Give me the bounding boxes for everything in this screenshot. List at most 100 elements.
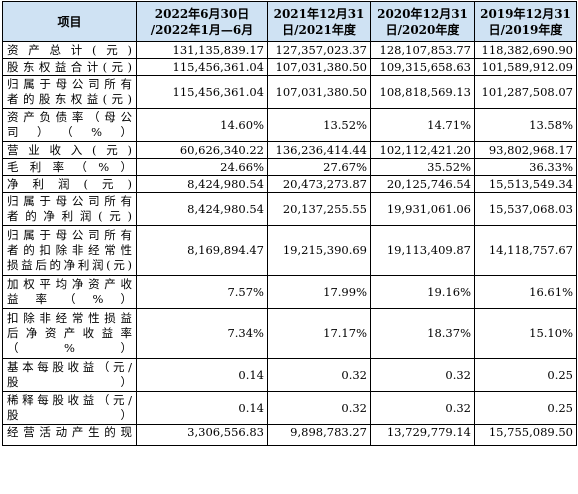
row-label-line: 归属于母公司所有 — [7, 228, 132, 242]
table-body: 资产总计(元) 131,135,839.17 127,357,023.37 128,1… — [2, 41, 577, 446]
row-label: 毛利率（%） — [2, 158, 137, 176]
value-cell: 18.37% — [370, 308, 475, 359]
value-cell: 14.71% — [370, 108, 475, 142]
row-label: 扣除非经常性损益 后净资产收益率 （%） — [2, 308, 137, 359]
table-row: 扣除非经常性损益 后净资产收益率 （%） 7.34% 17.17% 18.37% 15.10… — [2, 308, 577, 359]
row-label-line: 股） — [7, 408, 132, 422]
value-cell: 17.17% — [267, 308, 371, 359]
row-label: 净利润(元) — [2, 175, 137, 193]
value-cell: 60,626,340.22 — [136, 141, 268, 159]
row-label: 经营活动产生的现 — [2, 424, 137, 446]
table-row: 归属于母公司所有 者的净利润(元) 8,424,980.54 20,137,255.5… — [2, 192, 577, 226]
table-row: 毛利率（%） 24.66% 27.67% 35.52% 36.33% — [2, 158, 577, 176]
header-item-text: 项目 — [57, 14, 82, 29]
value-cell: 8,424,980.54 — [136, 192, 268, 226]
row-label-line: 者的净利润(元) — [7, 209, 132, 223]
value-cell: 13,729,779.14 — [370, 424, 475, 446]
value-cell: 3,306,556.83 — [136, 424, 268, 446]
header-line: 2020年12月31 — [377, 6, 468, 21]
value-cell: 107,031,380.50 — [267, 75, 371, 109]
row-label: 归属于母公司所有 者的扣除非经常性 损益后的净利润(元) — [2, 225, 137, 276]
row-label-line: 损益后的净利润(元) — [7, 258, 132, 272]
header-line: 日/2021年度 — [282, 22, 356, 37]
header-item: 项目 — [2, 1, 137, 42]
value-cell: 0.32 — [267, 358, 371, 392]
row-label: 基本每股收益（元/股） — [2, 358, 137, 392]
header-row: 项目 2022年6月30日/2022年1月—6月 2021年12月31 日/202… — [2, 1, 577, 42]
header-period-2019: 2019年12月31 日/2019年度 — [474, 1, 577, 42]
row-label: 归属于母公司所有 者的净利润(元) — [2, 192, 137, 226]
header-period-2021: 2021年12月31 日/2021年度 — [267, 1, 371, 42]
value-cell: 35.52% — [370, 158, 475, 176]
table-row: 资产负债率（母公 司）（%） 14.60% 13.52% 14.71% 13.58% — [2, 108, 577, 142]
row-label-line: 基本每股收益（元/ — [7, 360, 132, 374]
value-cell: 115,456,361.04 — [136, 75, 268, 109]
value-cell: 101,287,508.07 — [474, 75, 577, 109]
row-label-line: 净利润(元) — [7, 176, 132, 191]
table-row: 股东权益合计(元) 115,456,361.04 107,031,380.50 109… — [2, 58, 577, 76]
row-label-line: 加权平均净资产收 — [7, 277, 132, 291]
value-cell: 36.33% — [474, 158, 577, 176]
value-cell: 0.32 — [370, 358, 475, 392]
value-cell: 7.34% — [136, 308, 268, 359]
row-label-line: 者的股东权益(元) — [7, 92, 132, 106]
value-cell: 115,456,361.04 — [136, 58, 268, 76]
value-cell: 13.52% — [267, 108, 371, 142]
table-row: 加权平均净资产收 益率（%） 7.57% 17.99% 19.16% 16.61% — [2, 275, 577, 309]
row-label-line: 稀释每股收益（元/ — [7, 393, 132, 407]
value-cell: 8,424,980.54 — [136, 175, 268, 193]
table-row: 经营活动产生的现 3,306,556.83 9,898,783.27 13,729,7… — [2, 424, 577, 446]
header-line: 2022年6月30日 — [154, 6, 250, 21]
row-label: 资产总计(元) — [2, 41, 137, 59]
table-row: 资产总计(元) 131,135,839.17 127,357,023.37 128,1… — [2, 41, 577, 59]
table-row: 归属于母公司所有 者的扣除非经常性 损益后的净利润(元) 8,169,894.47 19… — [2, 225, 577, 276]
value-cell: 127,357,023.37 — [267, 41, 371, 59]
value-cell: 15,537,068.03 — [474, 192, 577, 226]
value-cell: 15.10% — [474, 308, 577, 359]
row-label-line: 者的扣除非经常性 — [7, 243, 132, 257]
value-cell: 19,931,061.06 — [370, 192, 475, 226]
row-label-line: 毛利率（%） — [7, 159, 132, 174]
row-label: 归属于母公司所有 者的股东权益(元) — [2, 75, 137, 109]
value-cell: 0.32 — [267, 391, 371, 425]
row-label: 资产负债率（母公 司）（%） — [2, 108, 137, 142]
value-cell: 102,112,421.20 — [370, 141, 475, 159]
header-line: 2021年12月31 — [273, 6, 365, 21]
value-cell: 27.67% — [267, 158, 371, 176]
table-row: 基本每股收益（元/股） 0.14 0.32 0.32 0.25 — [2, 358, 577, 392]
value-cell: 14,118,757.67 — [474, 225, 577, 276]
header-line: 日/2019年度 — [488, 22, 563, 37]
value-cell: 0.14 — [136, 358, 268, 392]
value-cell: 128,107,853.77 — [370, 41, 475, 59]
value-cell: 20,137,255.55 — [267, 192, 371, 226]
row-label-line: 经营活动产生的现 — [7, 425, 132, 440]
row-label-line: 扣除非经常性损益 — [7, 311, 132, 325]
financial-data-table: 项目 2022年6月30日/2022年1月—6月 2021年12月31 日/202… — [2, 1, 577, 446]
value-cell: 20,125,746.54 — [370, 175, 475, 193]
row-label-line: 股） — [7, 375, 132, 389]
row-label-line: 司）（%） — [7, 125, 132, 139]
table-row: 营业收入(元) 60,626,340.22 136,236,414.44 102,11… — [2, 141, 577, 159]
header-line: /2022年1月—6月 — [150, 22, 254, 37]
value-cell: 19.16% — [370, 275, 475, 309]
value-cell: 15,755,089.50 — [474, 424, 577, 446]
table-header: 项目 2022年6月30日/2022年1月—6月 2021年12月31 日/202… — [2, 1, 577, 42]
table-row: 稀释每股收益（元/股） 0.14 0.32 0.32 0.25 — [2, 391, 577, 425]
row-label-line: （%） — [7, 341, 132, 355]
value-cell: 14.60% — [136, 108, 268, 142]
header-line: 2019年12月31 — [480, 6, 571, 21]
value-cell: 118,382,690.90 — [474, 41, 577, 59]
value-cell: 13.58% — [474, 108, 577, 142]
row-label-line: 资产负债率（母公 — [7, 110, 132, 124]
value-cell: 0.14 — [136, 391, 268, 425]
value-cell: 107,031,380.50 — [267, 58, 371, 76]
row-label-line: 资产总计(元) — [7, 42, 132, 57]
row-label-line: 股东权益合计(元) — [7, 59, 132, 74]
value-cell: 108,818,569.13 — [370, 75, 475, 109]
value-cell: 93,802,968.17 — [474, 141, 577, 159]
row-label: 股东权益合计(元) — [2, 58, 137, 76]
value-cell: 17.99% — [267, 275, 371, 309]
value-cell: 0.25 — [474, 391, 577, 425]
row-label-line: 营业收入(元) — [7, 142, 132, 157]
value-cell: 131,135,839.17 — [136, 41, 268, 59]
